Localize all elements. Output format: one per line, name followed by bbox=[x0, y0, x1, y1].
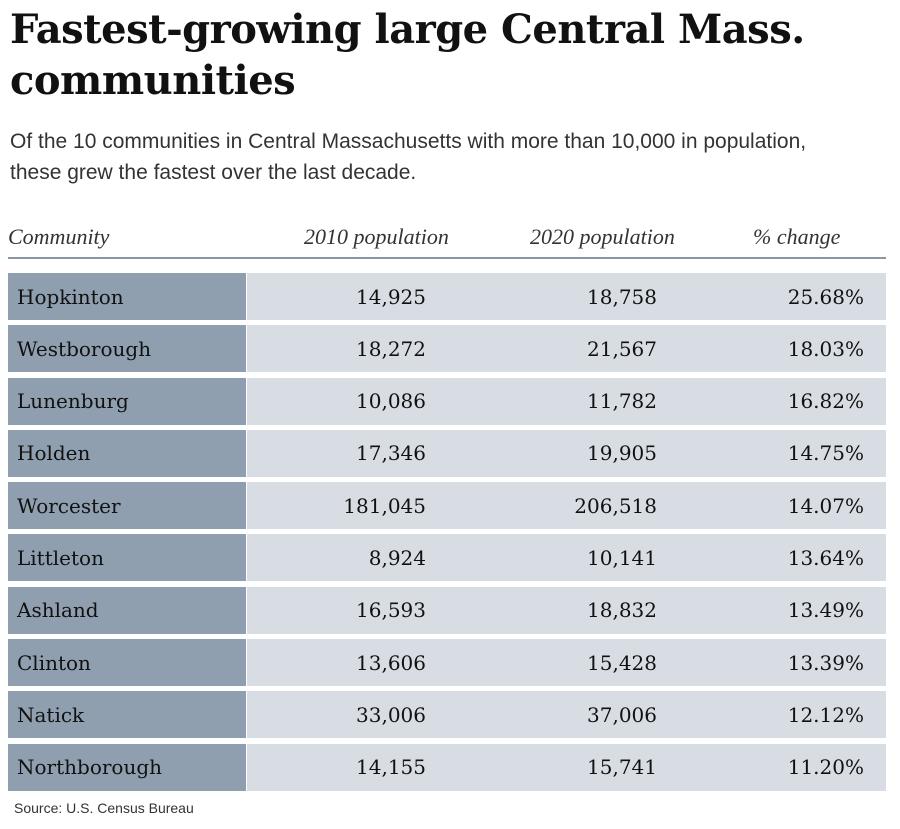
percent-change-value: 11.20% bbox=[787, 755, 864, 780]
values-cell: 33,006 37,006 12.12% bbox=[247, 691, 886, 739]
column-header-2020-population: 2020 population bbox=[530, 224, 675, 249]
population-2010-value: 14,155 bbox=[356, 755, 426, 780]
table-row: Worcester 181,045 206,518 14.07% bbox=[8, 482, 886, 530]
percent-change-value: 16.82% bbox=[787, 389, 864, 414]
population-2010-value: 13,606 bbox=[356, 650, 426, 675]
values-cell: 8,924 10,141 13.64% bbox=[247, 534, 886, 582]
percent-change-value: 18.03% bbox=[787, 336, 864, 361]
column-header-2010-population: 2010 population bbox=[304, 224, 449, 249]
population-2020-value: 11,782 bbox=[587, 389, 657, 414]
population-2010-value: 8,924 bbox=[368, 545, 426, 570]
values-cell: 18,272 21,567 18.03% bbox=[247, 325, 886, 373]
table-row: Natick 33,006 37,006 12.12% bbox=[8, 691, 886, 739]
header-divider bbox=[8, 257, 886, 259]
table-row: Hopkinton 14,925 18,758 25.68% bbox=[8, 273, 886, 320]
values-cell: 17,346 19,905 14.75% bbox=[247, 429, 886, 477]
chart-title: Fastest-growing large Central Mass. comm… bbox=[10, 6, 805, 104]
chart-subtitle: Of the 10 communities in Central Massach… bbox=[10, 130, 807, 184]
table-row: Ashland 16,593 18,832 13.49% bbox=[8, 586, 886, 634]
table-row: Northborough 14,155 15,741 11.20% bbox=[8, 743, 886, 791]
population-2010-value: 10,086 bbox=[356, 389, 426, 414]
community-cell: Natick bbox=[8, 691, 246, 739]
community-cell: Clinton bbox=[8, 639, 246, 687]
percent-change-value: 25.68% bbox=[787, 284, 864, 309]
community-cell: Westborough bbox=[8, 325, 246, 373]
population-2020-value: 15,741 bbox=[587, 755, 657, 780]
table-row: Holden 17,346 19,905 14.75% bbox=[8, 429, 886, 477]
population-2010-value: 17,346 bbox=[356, 441, 426, 466]
population-2020-value: 37,006 bbox=[587, 702, 657, 727]
values-cell: 14,925 18,758 25.68% bbox=[247, 273, 886, 320]
community-cell: Northborough bbox=[8, 743, 246, 791]
percent-change-value: 13.49% bbox=[787, 598, 864, 623]
population-2010-value: 33,006 bbox=[356, 702, 426, 727]
table-header: Community 2010 population 2020 populatio… bbox=[8, 222, 886, 258]
community-cell: Littleton bbox=[8, 534, 246, 582]
values-cell: 13,606 15,428 13.39% bbox=[247, 639, 886, 687]
percent-change-value: 14.75% bbox=[787, 441, 864, 466]
table-body: Hopkinton 14,925 18,758 25.68% Westborou… bbox=[8, 273, 886, 796]
community-cell: Ashland bbox=[8, 586, 246, 634]
column-header-percent-change: % change bbox=[753, 224, 841, 249]
percent-change-value: 13.64% bbox=[787, 545, 864, 570]
values-cell: 16,593 18,832 13.49% bbox=[247, 586, 886, 634]
column-header-community: Community bbox=[8, 224, 110, 249]
population-2020-value: 206,518 bbox=[574, 493, 657, 518]
table-row: Westborough 18,272 21,567 18.03% bbox=[8, 325, 886, 373]
community-cell: Worcester bbox=[8, 482, 246, 530]
population-2020-value: 18,832 bbox=[587, 598, 657, 623]
table-row: Clinton 13,606 15,428 13.39% bbox=[8, 639, 886, 687]
community-cell: Hopkinton bbox=[8, 273, 246, 320]
source-note: Source: U.S. Census Bureau bbox=[14, 800, 194, 816]
population-2020-value: 18,758 bbox=[587, 284, 657, 309]
population-2020-value: 10,141 bbox=[587, 545, 657, 570]
population-2010-value: 14,925 bbox=[356, 284, 426, 309]
table-row: Lunenburg 10,086 11,782 16.82% bbox=[8, 377, 886, 425]
table-row: Littleton 8,924 10,141 13.64% bbox=[8, 534, 886, 582]
population-2020-value: 15,428 bbox=[587, 650, 657, 675]
population-2010-value: 181,045 bbox=[343, 493, 426, 518]
percent-change-value: 13.39% bbox=[787, 650, 864, 675]
population-2020-value: 19,905 bbox=[587, 441, 657, 466]
values-cell: 14,155 15,741 11.20% bbox=[247, 743, 886, 791]
values-cell: 10,086 11,782 16.82% bbox=[247, 377, 886, 425]
community-cell: Holden bbox=[8, 429, 246, 477]
percent-change-value: 14.07% bbox=[787, 493, 864, 518]
percent-change-value: 12.12% bbox=[787, 702, 864, 727]
community-cell: Lunenburg bbox=[8, 377, 246, 425]
values-cell: 181,045 206,518 14.07% bbox=[247, 482, 886, 530]
population-2020-value: 21,567 bbox=[587, 336, 657, 361]
population-2010-value: 18,272 bbox=[356, 336, 426, 361]
population-2010-value: 16,593 bbox=[356, 598, 426, 623]
